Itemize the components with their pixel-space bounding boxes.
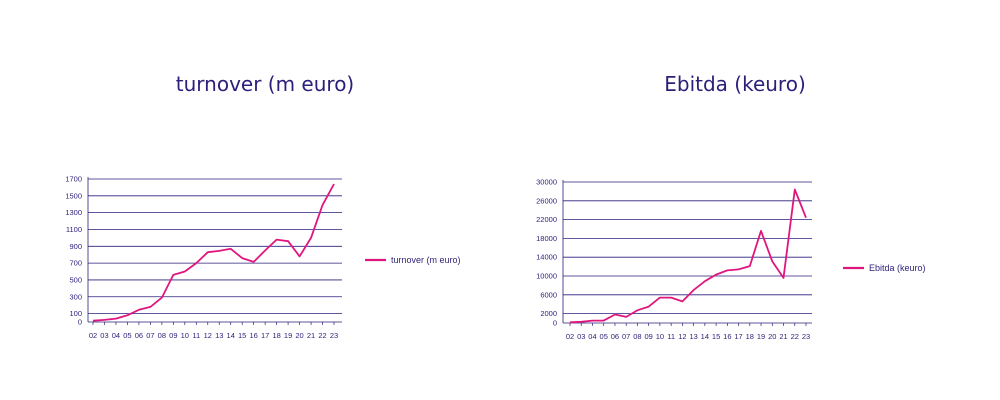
chart-title-ebitda: Ebitda (keuro) xyxy=(664,72,806,96)
y-tick-label: 30000 xyxy=(536,178,557,187)
x-tick-label: 07 xyxy=(146,331,154,340)
x-tick-label: 05 xyxy=(123,331,131,340)
x-tick-label: 17 xyxy=(734,332,742,341)
x-tick-label: 11 xyxy=(192,331,200,340)
x-tick-label: 18 xyxy=(746,332,754,341)
y-tick-label: 300 xyxy=(69,292,82,301)
x-tick-label: 21 xyxy=(779,332,787,341)
y-tick-label: 100 xyxy=(69,309,82,318)
x-tick-label: 15 xyxy=(238,331,246,340)
x-tick-label: 19 xyxy=(757,332,765,341)
y-tick-label: 1500 xyxy=(65,191,82,200)
series-line xyxy=(569,188,807,324)
x-tick-label: 06 xyxy=(135,331,143,340)
x-tick-label: 13 xyxy=(689,332,697,341)
x-tick-label: 22 xyxy=(791,332,799,341)
x-tick-label: 03 xyxy=(577,332,585,341)
x-tick-label: 08 xyxy=(158,331,166,340)
y-tick-label: 1100 xyxy=(66,225,82,234)
x-tick-label: 10 xyxy=(656,332,664,341)
x-tick-label: 09 xyxy=(169,331,177,340)
legend-label: Ebitda (keuro) xyxy=(869,263,926,273)
y-tick-label: 2000 xyxy=(540,309,557,318)
x-tick-label: 05 xyxy=(600,332,608,341)
y-tick-label: 14000 xyxy=(536,253,557,262)
x-tick-label: 19 xyxy=(284,331,292,340)
x-tick-label: 04 xyxy=(588,332,596,341)
y-tick-label: 900 xyxy=(69,242,82,251)
series-line xyxy=(92,183,335,322)
y-tick-label: 10000 xyxy=(536,272,557,281)
x-tick-label: 12 xyxy=(204,331,212,340)
chart-title-turnover: turnover (m euro) xyxy=(175,72,355,96)
legend-label: turnover (m euro) xyxy=(391,255,461,265)
x-tick-label: 09 xyxy=(644,332,652,341)
x-tick-label: 16 xyxy=(723,332,731,341)
x-tick-label: 10 xyxy=(181,331,189,340)
x-tick-label: 16 xyxy=(249,331,257,340)
x-tick-label: 14 xyxy=(701,332,709,341)
x-tick-label: 20 xyxy=(768,332,776,341)
x-tick-label: 21 xyxy=(307,331,315,340)
y-tick-label: 700 xyxy=(69,259,82,268)
y-tick-label: 1300 xyxy=(65,208,82,217)
x-tick-label: 17 xyxy=(261,331,269,340)
y-tick-label: 6000 xyxy=(540,290,557,299)
x-tick-label: 04 xyxy=(112,331,120,340)
x-tick-label: 13 xyxy=(215,331,223,340)
y-tick-label: 0 xyxy=(553,319,557,328)
x-tick-label: 23 xyxy=(330,331,338,340)
y-tick-label: 0 xyxy=(78,318,82,327)
x-tick-label: 02 xyxy=(566,332,574,341)
y-tick-label: 500 xyxy=(69,275,82,284)
y-tick-label: 26000 xyxy=(536,196,557,205)
x-tick-label: 06 xyxy=(611,332,619,341)
x-tick-label: 07 xyxy=(622,332,630,341)
x-tick-label: 23 xyxy=(802,332,810,341)
x-tick-label: 03 xyxy=(100,331,108,340)
x-tick-label: 08 xyxy=(633,332,641,341)
x-tick-label: 20 xyxy=(295,331,303,340)
y-tick-label: 18000 xyxy=(536,234,557,243)
x-tick-label: 11 xyxy=(667,332,675,341)
y-tick-label: 1700 xyxy=(65,175,82,184)
x-tick-label: 02 xyxy=(89,331,97,340)
x-tick-label: 12 xyxy=(678,332,686,341)
x-tick-label: 18 xyxy=(272,331,280,340)
x-tick-label: 14 xyxy=(227,331,235,340)
x-tick-label: 22 xyxy=(318,331,326,340)
y-tick-label: 22000 xyxy=(536,215,557,224)
x-tick-label: 15 xyxy=(712,332,720,341)
